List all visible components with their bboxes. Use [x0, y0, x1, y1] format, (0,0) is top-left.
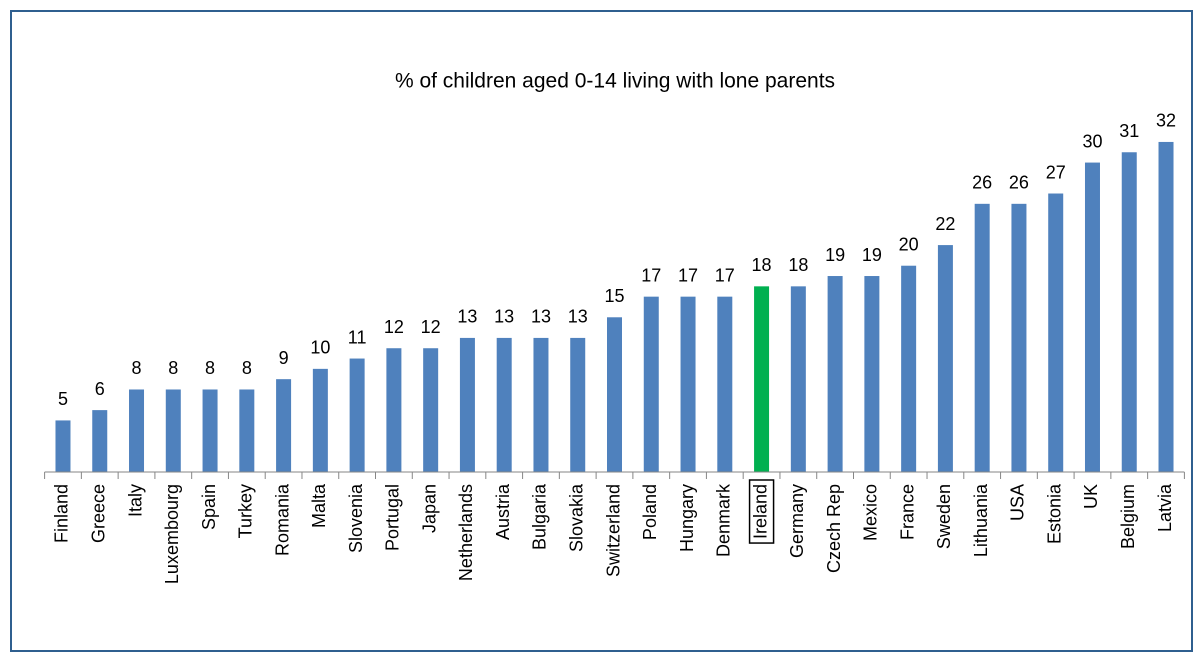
x-tick-label: Austria: [493, 483, 513, 540]
value-label: 31: [1119, 121, 1139, 141]
bar: [496, 337, 512, 472]
bar: [1011, 203, 1027, 473]
value-label: 32: [1156, 111, 1176, 131]
value-label: 26: [1009, 173, 1029, 193]
x-tick-label: Denmark: [714, 483, 734, 557]
bar: [1121, 152, 1137, 472]
x-tick-label: Hungary: [677, 484, 697, 552]
bar: [1084, 162, 1100, 473]
bar: [754, 286, 770, 472]
value-label: 19: [825, 245, 845, 265]
value-label: 11: [348, 327, 367, 347]
bar: [276, 379, 292, 472]
value-label: 12: [421, 317, 441, 337]
value-label: 26: [972, 173, 992, 193]
bar: [1048, 193, 1064, 472]
x-tick-label: Greece: [89, 484, 109, 543]
value-label: 10: [310, 338, 330, 358]
bar: [643, 296, 659, 472]
x-tick-label: UK: [1081, 484, 1101, 509]
chart-frame: [10, 10, 1193, 652]
bar: [864, 276, 880, 472]
x-tick-label: Finland: [52, 484, 72, 543]
value-label: 15: [604, 286, 624, 306]
x-tick-label: Japan: [419, 484, 439, 533]
bar: [312, 368, 328, 472]
x-tick-label: Switzerland: [603, 484, 623, 577]
bar: [1158, 141, 1174, 472]
bar: [423, 348, 439, 472]
value-label: 17: [715, 265, 735, 285]
x-tick-label: France: [897, 484, 917, 540]
bar: [533, 337, 549, 472]
x-tick-label: Romania: [272, 483, 292, 556]
bar: [827, 276, 843, 472]
value-label: 17: [641, 265, 661, 285]
value-label: 30: [1082, 131, 1102, 151]
value-label: 13: [568, 307, 588, 327]
bar: [386, 348, 402, 472]
value-label: 8: [242, 358, 252, 378]
bar: [165, 389, 181, 472]
value-label: 8: [205, 358, 215, 378]
bar: [570, 337, 586, 472]
x-tick-label: Latvia: [1155, 483, 1175, 532]
x-tick-label: Italy: [125, 484, 145, 517]
value-label: 22: [935, 214, 955, 234]
bar: [790, 286, 806, 472]
bar: [607, 317, 622, 472]
x-tick-label: Spain: [199, 484, 219, 530]
value-label: 6: [95, 379, 105, 399]
x-tick-label: Belgium: [1118, 484, 1138, 549]
x-tick-label: Poland: [640, 484, 660, 540]
bar: [974, 203, 990, 473]
value-label: 18: [788, 255, 808, 275]
chart-title: % of children aged 0-14 living with lone…: [395, 70, 835, 93]
x-tick-label: Czech Rep: [824, 484, 844, 573]
value-label: 8: [168, 358, 178, 378]
bar: [680, 296, 696, 472]
bar: [239, 389, 255, 472]
value-label: 18: [752, 255, 772, 275]
x-tick-label: Slovenia: [346, 483, 366, 553]
value-label: 8: [132, 358, 142, 378]
value-label: 20: [899, 234, 919, 254]
x-tick-label: USA: [1008, 484, 1028, 521]
x-tick-label: Ireland: [750, 484, 770, 539]
x-tick-label: Portugal: [383, 484, 403, 551]
x-tick-label: Luxembourg: [162, 484, 182, 584]
x-tick-label: Bulgaria: [530, 483, 550, 550]
bar: [129, 389, 145, 472]
highlight-box: [748, 479, 775, 544]
bar: [459, 337, 475, 472]
x-tick-label: Netherlands: [456, 484, 476, 581]
x-tick-label: Malta: [309, 483, 329, 528]
value-label: 12: [384, 317, 404, 337]
x-tick-label: Mexico: [861, 484, 881, 541]
value-label: 5: [58, 389, 68, 409]
x-tick-label: Lithuania: [971, 483, 991, 557]
bar: [717, 296, 733, 472]
x-tick-label: Estonia: [1044, 483, 1064, 544]
x-tick-label: Slovakia: [566, 483, 586, 552]
value-label: 9: [279, 348, 289, 368]
value-label: 19: [862, 245, 882, 265]
x-tick-label: Germany: [787, 484, 807, 558]
bar: [937, 245, 953, 472]
value-label: 13: [531, 307, 551, 327]
value-label: 17: [678, 265, 698, 285]
bar: [349, 358, 365, 472]
value-label: 13: [457, 307, 477, 327]
value-label: 27: [1046, 162, 1066, 182]
bar: [901, 265, 917, 472]
x-tick-label: Sweden: [934, 484, 954, 549]
bar: [92, 410, 108, 472]
bar: [202, 389, 218, 472]
x-tick-label: Turkey: [236, 484, 256, 538]
value-label: 13: [494, 307, 514, 327]
bar: [55, 420, 71, 472]
